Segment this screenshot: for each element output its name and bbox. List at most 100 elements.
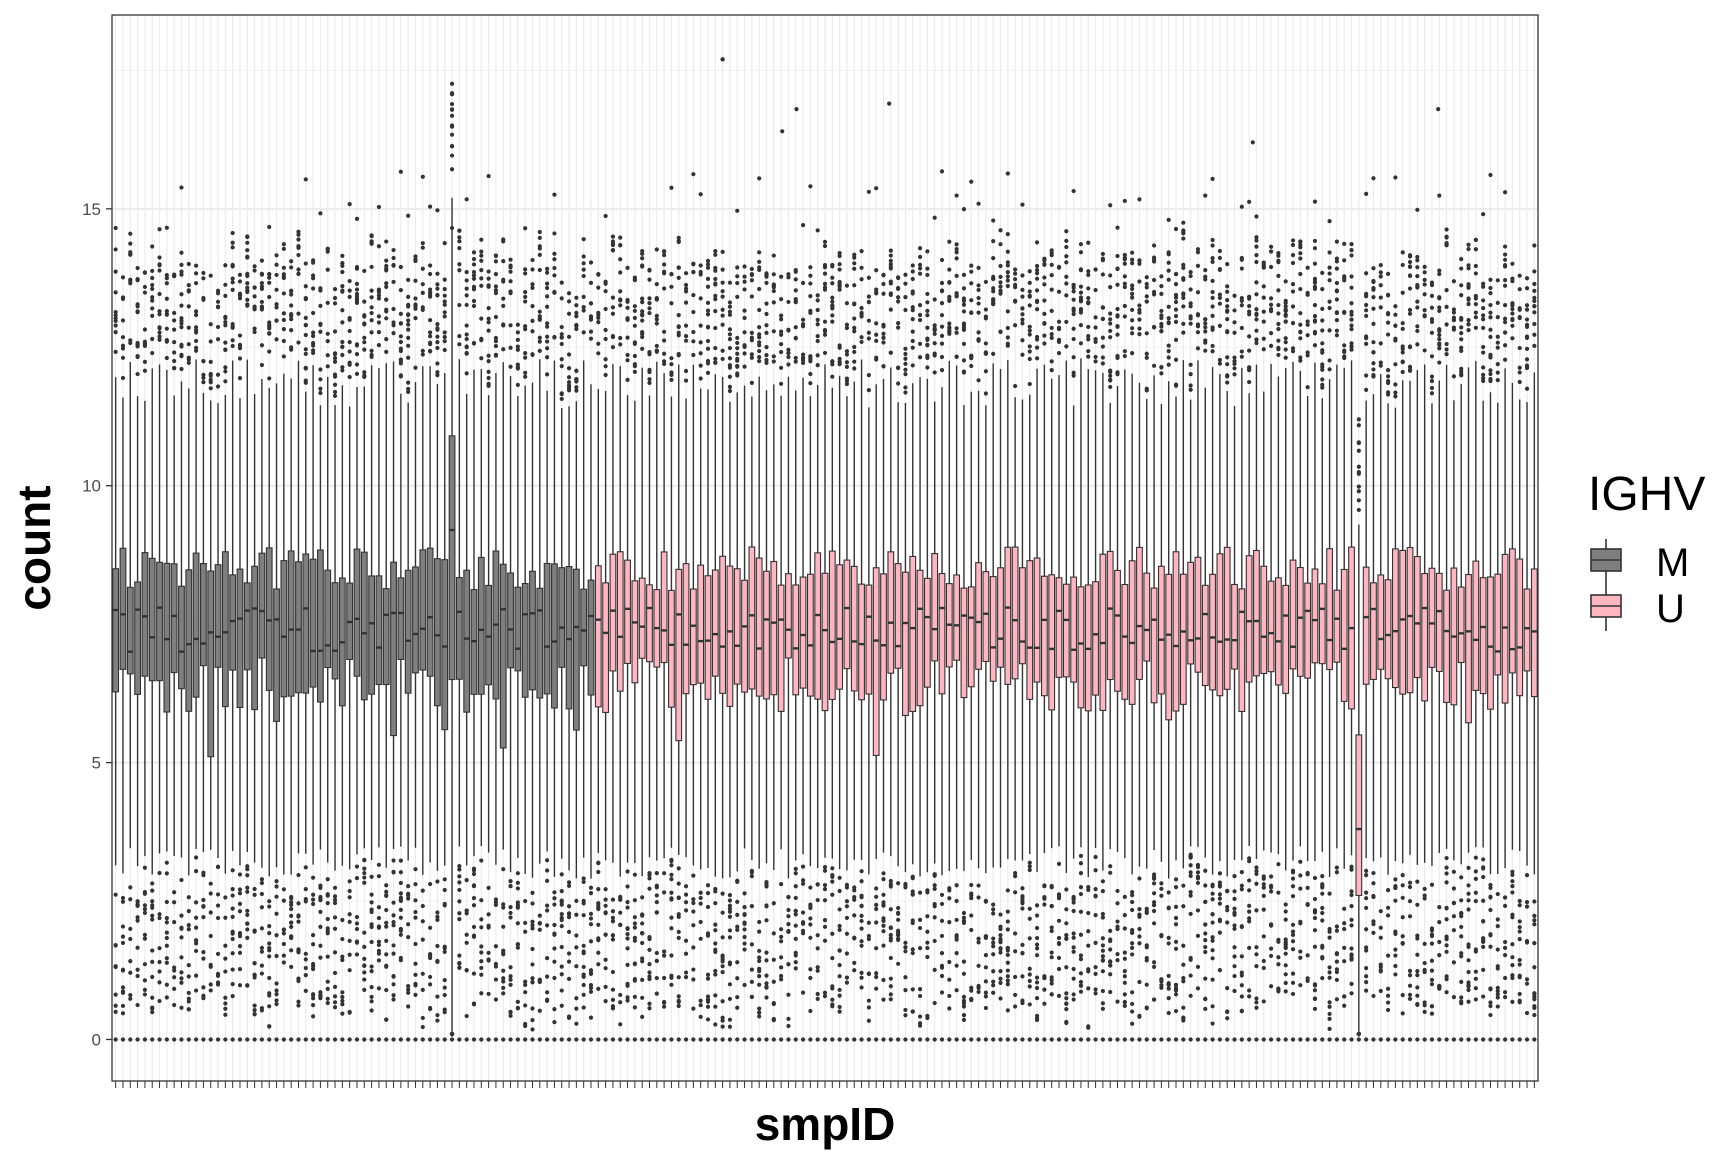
- outlier-point: [794, 277, 798, 281]
- outlier-point: [413, 962, 417, 966]
- outlier-point: [852, 360, 856, 364]
- outlier-point: [450, 114, 454, 118]
- outlier-point: [772, 980, 776, 984]
- outlier-point: [435, 910, 439, 914]
- outlier-point: [348, 1010, 352, 1014]
- outlier-point: [611, 998, 615, 1002]
- outlier-point: [1152, 881, 1156, 885]
- outlier-point: [274, 288, 278, 292]
- outlier-point: [874, 987, 878, 991]
- outlier-point: [370, 233, 374, 237]
- outlier-point: [859, 944, 863, 948]
- outlier-point: [625, 926, 629, 930]
- outlier-point: [662, 953, 666, 957]
- outlier-point: [728, 1025, 732, 1029]
- outlier-point: [874, 268, 878, 272]
- outlier-point: [750, 874, 754, 878]
- outlier-point: [962, 1037, 966, 1041]
- outlier-point: [157, 262, 161, 266]
- outlier-point: [1057, 967, 1061, 971]
- box-iqr: [1020, 568, 1026, 664]
- outlier-point: [699, 192, 703, 196]
- outlier-point: [384, 1017, 388, 1021]
- outlier-point: [1174, 227, 1178, 231]
- outlier-point: [896, 962, 900, 966]
- outlier-point: [596, 951, 600, 955]
- outlier-point: [655, 992, 659, 996]
- outlier-point: [1123, 951, 1127, 955]
- outlier-point: [443, 986, 447, 990]
- outlier-point: [640, 249, 644, 253]
- outlier-point: [457, 867, 461, 871]
- outlier-point: [1189, 287, 1193, 291]
- outlier-point: [260, 877, 264, 881]
- outlier-point: [596, 1037, 600, 1041]
- outlier-point: [1050, 992, 1054, 996]
- outlier-point: [772, 289, 776, 293]
- outlier-point: [406, 318, 410, 322]
- outlier-point: [1240, 1037, 1244, 1041]
- outlier-point: [742, 941, 746, 945]
- outlier-point: [859, 340, 863, 344]
- outlier-point: [1137, 303, 1141, 307]
- outlier-point: [1254, 245, 1258, 249]
- outlier-point: [955, 331, 959, 335]
- outlier-point: [699, 937, 703, 941]
- outlier-point: [516, 905, 520, 909]
- outlier-point: [1064, 887, 1068, 891]
- outlier-point: [494, 336, 498, 340]
- outlier-point: [750, 294, 754, 298]
- outlier-point: [1240, 256, 1244, 260]
- outlier-point: [333, 301, 337, 305]
- outlier-point: [1064, 1002, 1068, 1006]
- outlier-point: [823, 925, 827, 929]
- outlier-point: [238, 951, 242, 955]
- outlier-point: [552, 960, 556, 964]
- outlier-point: [713, 1005, 717, 1009]
- outlier-point: [428, 1006, 432, 1010]
- outlier-point: [1064, 293, 1068, 297]
- outlier-point: [808, 309, 812, 313]
- outlier-point: [582, 274, 586, 278]
- outlier-point: [231, 915, 235, 919]
- outlier-point: [881, 273, 885, 277]
- outlier-point: [859, 914, 863, 918]
- outlier-point: [1115, 254, 1119, 258]
- outlier-point: [1152, 290, 1156, 294]
- outlier-point: [165, 309, 169, 313]
- outlier-point: [574, 1037, 578, 1041]
- outlier-point: [1247, 988, 1251, 992]
- outlier-point: [962, 995, 966, 999]
- outlier-point: [465, 303, 469, 307]
- outlier-point: [721, 281, 725, 285]
- outlier-point: [289, 914, 293, 918]
- outlier-point: [998, 969, 1002, 973]
- outlier-point: [1042, 902, 1046, 906]
- outlier-point: [157, 871, 161, 875]
- outlier-point: [538, 1009, 542, 1013]
- outlier-point: [421, 1037, 425, 1041]
- outlier-point: [1028, 303, 1032, 307]
- outlier-point: [1050, 978, 1054, 982]
- box-iqr: [478, 557, 484, 694]
- outlier-point: [187, 357, 191, 361]
- outlier-point: [998, 939, 1002, 943]
- outlier-point: [121, 335, 125, 339]
- outlier-point: [779, 317, 783, 321]
- outlier-point: [457, 342, 461, 346]
- outlier-point: [267, 924, 271, 928]
- outlier-point: [1123, 262, 1127, 266]
- outlier-point: [669, 186, 673, 190]
- outlier-point: [457, 235, 461, 239]
- outlier-point: [611, 933, 615, 937]
- outlier-point: [728, 363, 732, 367]
- outlier-point: [589, 971, 593, 975]
- outlier-point: [845, 379, 849, 383]
- outlier-point: [121, 1037, 125, 1041]
- outlier-point: [976, 378, 980, 382]
- outlier-point: [669, 373, 673, 377]
- outlier-point: [750, 267, 754, 271]
- outlier-point: [450, 124, 454, 128]
- outlier-point: [604, 357, 608, 361]
- box-iqr: [961, 588, 967, 697]
